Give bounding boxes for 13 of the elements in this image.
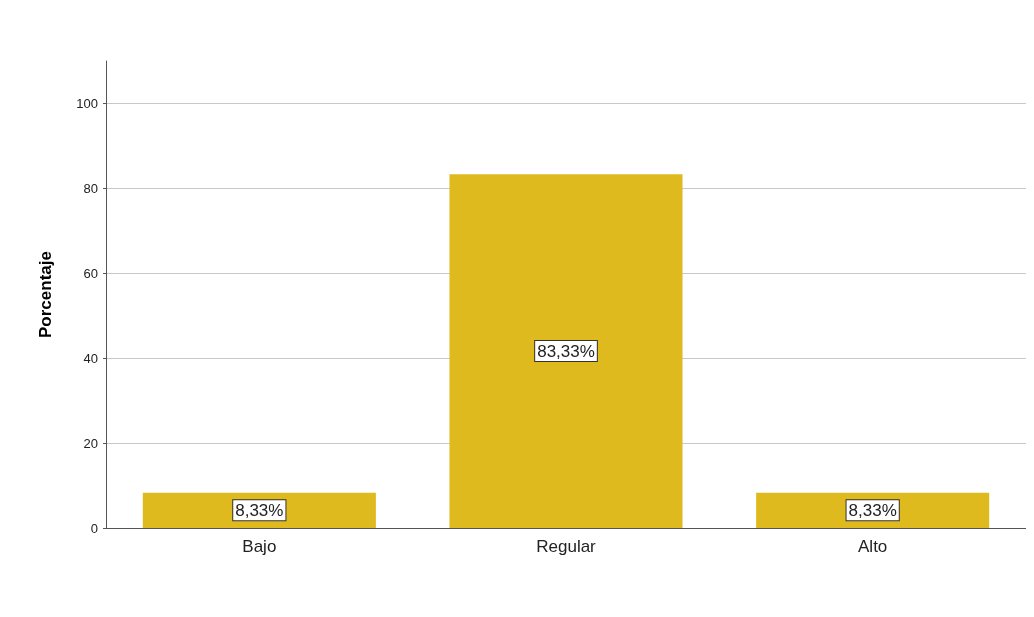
x-tick-label: Alto (858, 537, 888, 556)
data-label: 83,33% (537, 341, 595, 361)
y-tick-label: 20 (83, 435, 98, 451)
y-tick-label: 40 (83, 350, 98, 366)
y-tick-label: 100 (76, 95, 98, 111)
y-axis-title: Porcentaje (36, 251, 55, 338)
y-tick-label: 80 (83, 180, 98, 196)
data-label: 8,33% (848, 500, 897, 520)
x-tick-label: Bajo (242, 537, 277, 556)
x-tick-label: Regular (536, 537, 597, 556)
y-tick-label: 60 (83, 265, 98, 281)
y-tick-label: 0 (90, 520, 98, 536)
data-label: 8,33% (235, 500, 284, 520)
